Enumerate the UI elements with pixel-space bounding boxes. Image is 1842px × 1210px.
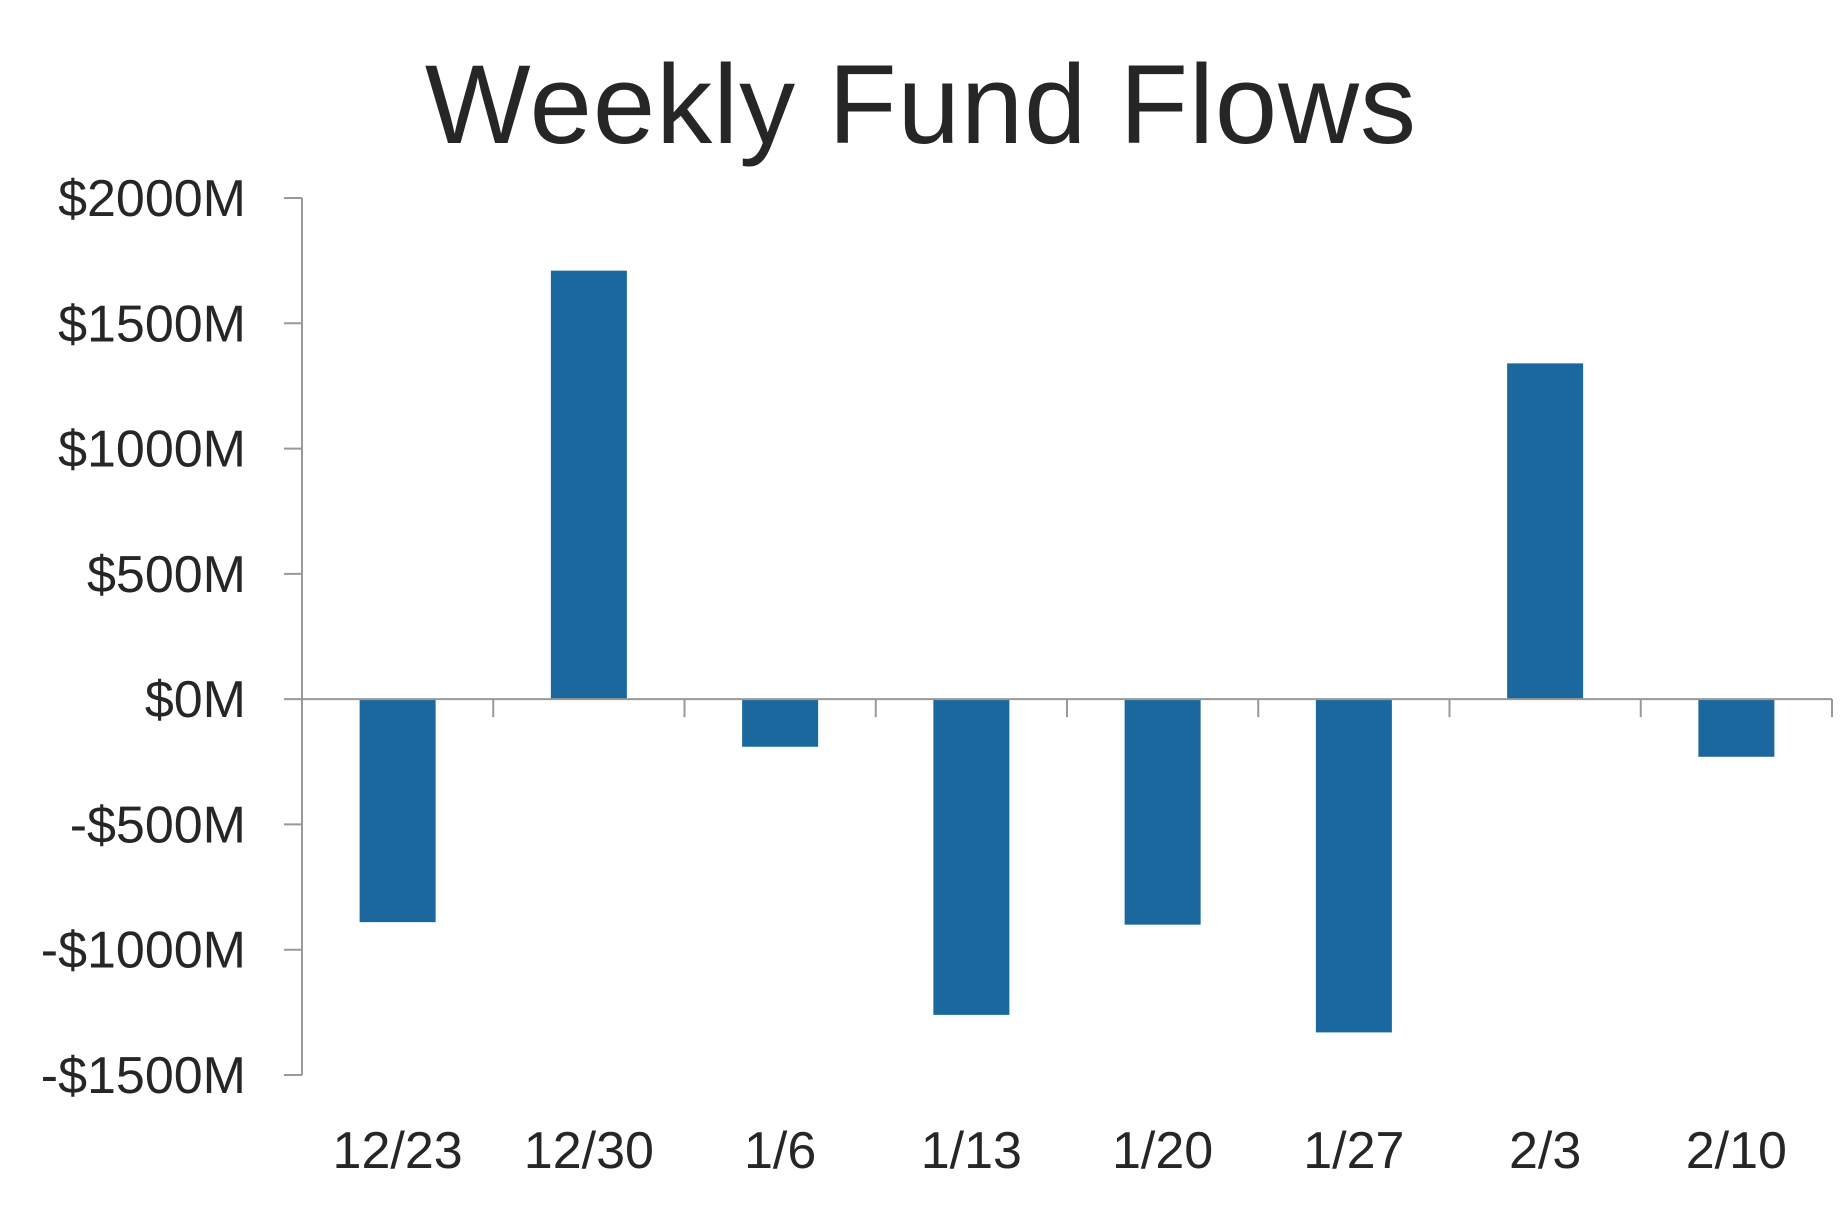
y-tick-label-6: -$1000M xyxy=(41,922,246,980)
y-tick-label-4: $0M xyxy=(145,671,246,729)
y-tick-label-2: $1000M xyxy=(58,421,246,479)
bar-7 xyxy=(1698,699,1775,757)
y-tick-label-1: $1500M xyxy=(58,295,246,353)
y-tick-label-7: -$1500M xyxy=(41,1047,246,1105)
x-tick-label-0: 12/23 xyxy=(333,1122,463,1180)
x-tick-label-1: 12/30 xyxy=(524,1122,654,1180)
bar-6 xyxy=(1507,363,1584,700)
x-tick-label-6: 2/3 xyxy=(1509,1122,1581,1180)
x-tick-label-4: 1/20 xyxy=(1112,1122,1213,1180)
bar-2 xyxy=(742,699,819,747)
x-tick-label-7: 2/10 xyxy=(1686,1122,1787,1180)
bar-4 xyxy=(1124,699,1201,925)
bar-3 xyxy=(933,699,1010,1015)
x-tick-label-2: 1/6 xyxy=(744,1122,816,1180)
bar-1 xyxy=(550,270,627,700)
x-tick-label-5: 1/27 xyxy=(1303,1122,1404,1180)
y-tick-label-0: $2000M xyxy=(58,170,246,228)
y-tick-label-5: -$500M xyxy=(70,796,246,854)
bar-0 xyxy=(359,699,436,923)
chart-title: Weekly Fund Flows xyxy=(424,42,1418,167)
y-tick-label-3: $500M xyxy=(87,546,246,604)
bar-5 xyxy=(1315,699,1392,1033)
x-tick-label-3: 1/13 xyxy=(921,1122,1022,1180)
